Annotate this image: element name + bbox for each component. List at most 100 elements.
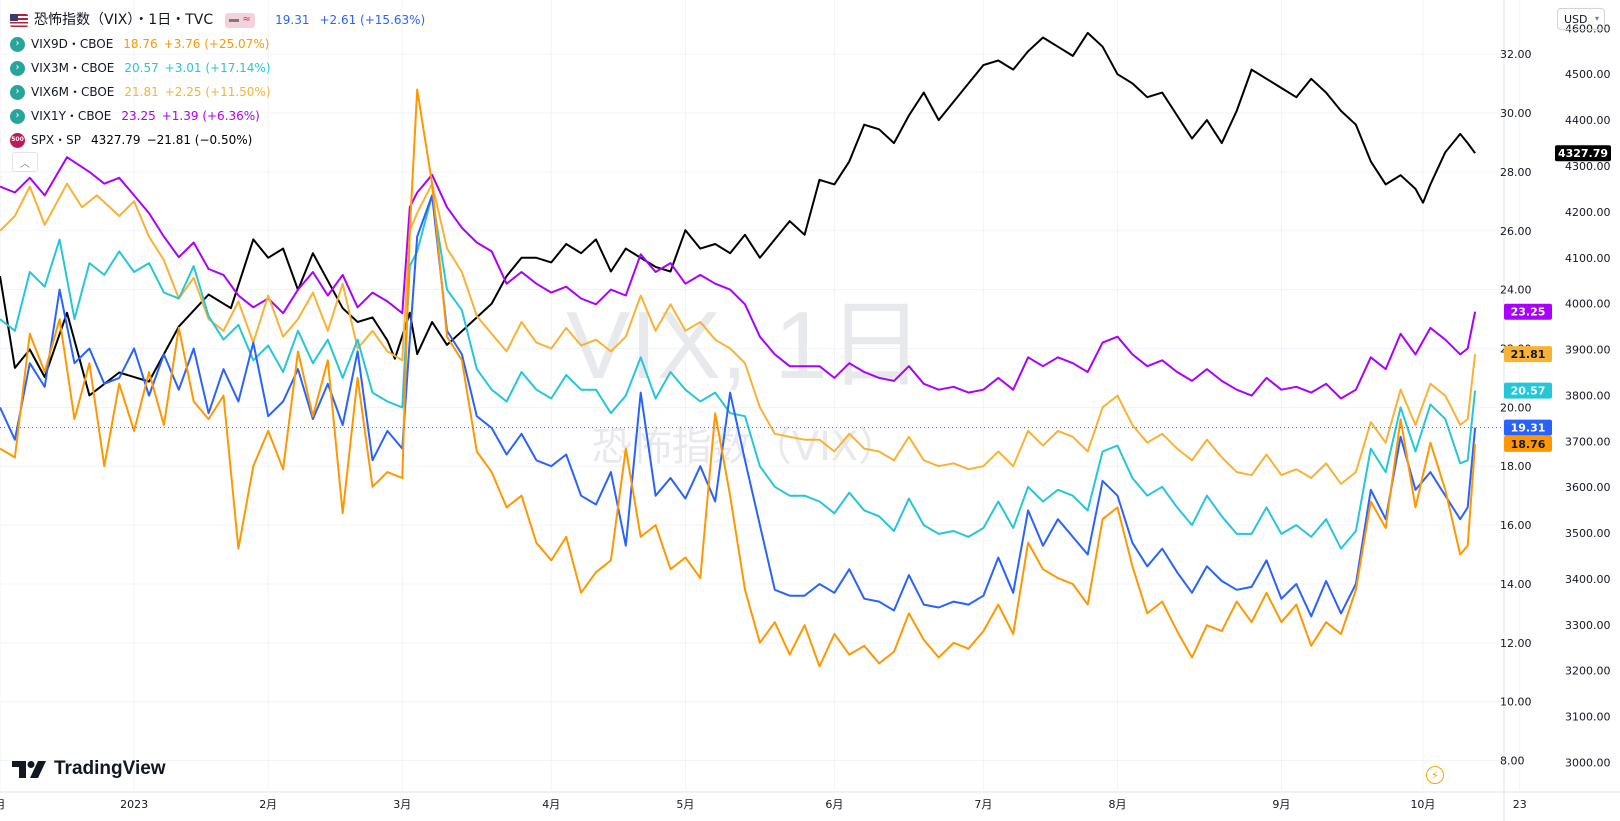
right-scale-tick-label: 3700.00 bbox=[1565, 435, 1611, 448]
left-scale-tick-label: 30.00 bbox=[1500, 107, 1532, 120]
price-badge-bg bbox=[1504, 303, 1552, 320]
left-scale-tick-label: 28.00 bbox=[1500, 166, 1532, 179]
time-tick-label: 月 bbox=[0, 798, 6, 811]
time-tick-label: 5月 bbox=[676, 798, 694, 811]
left-scale-tick-label: 24.00 bbox=[1500, 284, 1532, 297]
time-tick-label: 4月 bbox=[542, 798, 560, 811]
price-badge-bg bbox=[1504, 382, 1552, 399]
price-badge: 20.57 bbox=[1511, 385, 1546, 398]
tradingview-logo[interactable]: TradingView bbox=[12, 758, 166, 780]
main-price: 19.31 bbox=[275, 13, 310, 27]
sp500-icon: 500 bbox=[10, 132, 25, 148]
eye-icon bbox=[229, 18, 240, 22]
time-tick-label: 2月 bbox=[259, 798, 277, 811]
right-scale-tick-label: 3200.00 bbox=[1565, 665, 1611, 678]
compare-change: +2.25 (+11.50%) bbox=[164, 85, 271, 99]
price-badge: 23.25 bbox=[1511, 306, 1546, 319]
compare-value: 21.81 bbox=[124, 85, 159, 99]
tradingview-mark-icon bbox=[12, 760, 46, 778]
price-badge-bg bbox=[1504, 435, 1552, 452]
lightning-icon[interactable]: ⚡ bbox=[1426, 766, 1444, 784]
compare-row[interactable]: › VIX3M・CBOE 20.57 +3.01 (+17.14%) bbox=[10, 56, 425, 80]
brand-name: TradingView bbox=[54, 758, 166, 779]
price-badge-bg bbox=[1504, 419, 1552, 436]
currency-select[interactable]: USD ▾ bbox=[1557, 8, 1605, 30]
right-scale-tick-label: 3300.00 bbox=[1565, 619, 1611, 632]
time-tick-label: 23 bbox=[1513, 798, 1527, 811]
main-change: +2.61 (+15.63%) bbox=[319, 13, 426, 27]
compare-row[interactable]: 500 SPX・SP 4327.79 −21.81 (−0.50%) bbox=[10, 128, 425, 152]
right-scale-tick-label: 4000.00 bbox=[1565, 298, 1611, 311]
price-badge: 4327.79 bbox=[1558, 147, 1608, 160]
compare-row[interactable]: › VIX6M・CBOE 21.81 +2.25 (+11.50%) bbox=[10, 80, 425, 104]
time-tick-label: 6月 bbox=[825, 798, 843, 811]
us-flag-icon bbox=[10, 13, 28, 27]
main-symbol-row[interactable]: 恐怖指数（VIX）・1日・TVC ≈ 19.31 +2.61 (+15.63%) bbox=[10, 8, 425, 32]
compare-change: +3.01 (+17.14%) bbox=[164, 61, 271, 75]
chevron-down-icon: ▾ bbox=[1594, 14, 1599, 23]
price-badge: 21.81 bbox=[1511, 348, 1546, 361]
series-line-vix1y[interactable] bbox=[0, 156, 1477, 400]
time-tick-label: 10月 bbox=[1410, 798, 1435, 811]
right-scale-tick-label: 4300.00 bbox=[1565, 160, 1611, 173]
price-badge-bg bbox=[1555, 145, 1611, 162]
main-symbol-title[interactable]: 恐怖指数（VIX）・1日・TVC bbox=[34, 12, 214, 28]
compare-value: 4327.79 bbox=[90, 133, 141, 147]
right-scale-tick-label: 3600.00 bbox=[1565, 481, 1611, 494]
time-tick-label: 9月 bbox=[1272, 798, 1290, 811]
currency-label: USD bbox=[1564, 12, 1588, 26]
compare-symbol[interactable]: SPX・SP bbox=[31, 133, 81, 147]
right-scale-tick-label: 4100.00 bbox=[1565, 252, 1611, 265]
compare-row[interactable]: › VIX9D・CBOE 18.76 +3.76 (+25.07%) bbox=[10, 32, 425, 56]
compare-toggle-button[interactable]: ≈ bbox=[225, 12, 256, 28]
compare-change: +1.39 (+6.36%) bbox=[161, 109, 260, 123]
compare-symbol[interactable]: VIX9D・CBOE bbox=[31, 37, 114, 51]
right-scale-tick-label: 4500.00 bbox=[1565, 68, 1611, 81]
price-badge: 19.31 bbox=[1511, 422, 1546, 435]
left-scale-tick-label: 16.00 bbox=[1500, 519, 1532, 532]
right-scale-tick-label: 3900.00 bbox=[1565, 344, 1611, 357]
price-badge-bg bbox=[1504, 346, 1552, 363]
cboe-icon: › bbox=[10, 60, 25, 76]
watermark-main: VIX, 1日 bbox=[566, 292, 923, 399]
series-line-vix6m[interactable] bbox=[0, 182, 1477, 485]
compare-row[interactable]: › VIX1Y・CBOE 23.25 +1.39 (+6.36%) bbox=[10, 104, 425, 128]
series-line-vix[interactable] bbox=[0, 194, 1477, 618]
left-scale-tick-label: 32.00 bbox=[1500, 48, 1532, 61]
right-scale-tick-label: 3500.00 bbox=[1565, 527, 1611, 540]
compare-change: −21.81 (−0.50%) bbox=[146, 133, 253, 147]
cboe-icon: › bbox=[10, 108, 25, 124]
left-scale-tick-label: 10.00 bbox=[1500, 696, 1532, 709]
compare-value: 20.57 bbox=[124, 61, 159, 75]
right-scale-tick-label: 3100.00 bbox=[1565, 711, 1611, 724]
compare-symbol[interactable]: VIX6M・CBOE bbox=[31, 85, 115, 99]
right-scale-tick-label: 3000.00 bbox=[1565, 756, 1611, 769]
time-tick-label: 7月 bbox=[974, 798, 992, 811]
left-scale-tick-label: 26.00 bbox=[1500, 225, 1532, 238]
left-scale-tick-label: 8.00 bbox=[1500, 755, 1525, 768]
time-tick-label: 8月 bbox=[1109, 798, 1127, 811]
time-tick-label: 2023 bbox=[120, 798, 148, 811]
price-badge: 18.76 bbox=[1511, 438, 1546, 451]
right-scale-tick-label: 4400.00 bbox=[1565, 114, 1611, 127]
wave-icon: ≈ bbox=[242, 14, 251, 25]
compare-change: +3.76 (+25.07%) bbox=[163, 37, 270, 51]
chart-legend: 恐怖指数（VIX）・1日・TVC ≈ 19.31 +2.61 (+15.63%)… bbox=[10, 8, 425, 152]
series-line-spx[interactable] bbox=[0, 31, 1476, 397]
series-line-vix9d[interactable] bbox=[0, 88, 1477, 668]
chevron-up-icon: ︿ bbox=[20, 158, 30, 170]
legend-collapse-button[interactable]: ︿ bbox=[12, 152, 38, 172]
right-scale-tick-label: 4600.00 bbox=[1565, 22, 1611, 35]
left-scale-tick-label: 18.00 bbox=[1500, 460, 1532, 473]
compare-value: 18.76 bbox=[123, 37, 158, 51]
left-scale-tick-label: 14.00 bbox=[1500, 578, 1532, 591]
cboe-icon: › bbox=[10, 84, 25, 100]
compare-symbol[interactable]: VIX3M・CBOE bbox=[31, 61, 115, 75]
time-tick-label: 3月 bbox=[393, 798, 411, 811]
compare-symbol[interactable]: VIX1Y・CBOE bbox=[31, 109, 112, 123]
right-scale-tick-label: 3400.00 bbox=[1565, 573, 1611, 586]
left-scale-tick-label: 20.00 bbox=[1500, 401, 1532, 414]
left-scale-tick-label: 12.00 bbox=[1500, 637, 1532, 650]
right-scale-tick-label: 3800.00 bbox=[1565, 389, 1611, 402]
